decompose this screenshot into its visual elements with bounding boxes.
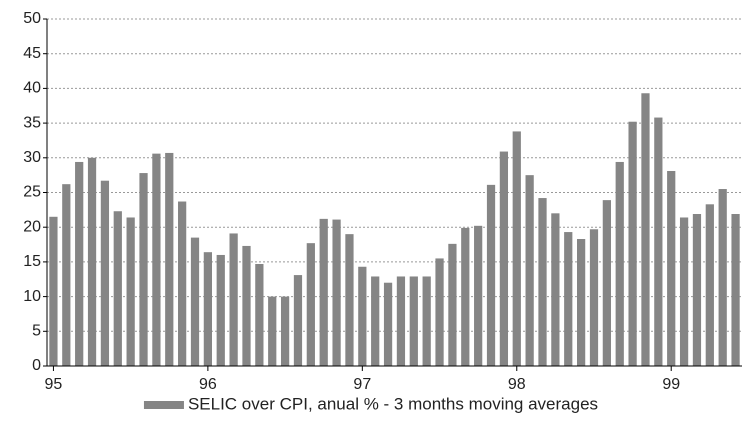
bar	[165, 152, 174, 366]
bar	[435, 258, 444, 366]
bar	[306, 243, 315, 366]
bar	[255, 263, 264, 366]
bar	[422, 276, 431, 366]
bar	[190, 237, 200, 366]
bar	[667, 170, 676, 366]
bar	[679, 217, 689, 366]
y-tick-label: 15	[23, 253, 41, 270]
bar	[409, 276, 418, 366]
bar	[705, 204, 714, 366]
bar	[383, 282, 393, 366]
bar	[499, 151, 509, 366]
bar	[371, 276, 380, 366]
bar	[216, 254, 225, 366]
bar	[615, 161, 624, 366]
y-tick-label: 25	[23, 184, 41, 201]
bar	[242, 245, 251, 366]
bar	[358, 266, 367, 366]
y-tick-label: 35	[23, 114, 41, 131]
legend-label: SELIC over CPI, anual % - 3 months movin…	[188, 394, 598, 413]
bar	[293, 275, 303, 366]
bar	[319, 218, 328, 366]
bar	[139, 173, 148, 366]
bar	[280, 296, 290, 366]
y-tick-label: 45	[23, 45, 41, 62]
bar	[525, 175, 534, 366]
bar	[628, 121, 637, 366]
y-tick-label: 40	[23, 80, 41, 97]
x-tick-label: 98	[508, 376, 526, 393]
bar	[654, 117, 663, 366]
bar	[731, 214, 740, 366]
bar	[396, 276, 406, 366]
bar	[49, 216, 58, 366]
y-tick-label: 30	[23, 149, 41, 166]
bar	[332, 219, 341, 366]
bar	[203, 252, 212, 366]
bar	[512, 131, 521, 366]
y-tick-label: 5	[32, 323, 41, 340]
bar	[474, 225, 483, 366]
x-tick-label: 97	[353, 376, 371, 393]
bar	[126, 217, 135, 366]
bar	[62, 184, 71, 366]
bar	[602, 200, 611, 366]
bar	[113, 211, 122, 366]
bar	[641, 93, 650, 367]
bar	[178, 201, 187, 366]
bar	[345, 234, 354, 366]
bar	[448, 243, 457, 366]
x-tick-label: 96	[199, 376, 217, 393]
y-tick-label: 0	[32, 357, 41, 374]
bar	[229, 233, 238, 366]
bar	[564, 232, 573, 366]
bar	[718, 189, 727, 366]
bar	[87, 157, 97, 366]
bar	[551, 213, 560, 366]
bar	[152, 153, 161, 366]
bar	[100, 180, 110, 366]
bar	[486, 184, 496, 366]
legend-swatch	[143, 401, 184, 409]
y-tick-label: 50	[23, 10, 41, 27]
x-tick-label: 95	[45, 376, 63, 393]
bar	[692, 214, 702, 366]
bar	[268, 296, 277, 366]
bar	[577, 238, 586, 366]
bar	[75, 161, 84, 366]
y-tick-label: 10	[23, 288, 41, 305]
bar	[461, 227, 470, 366]
y-tick-label: 20	[23, 218, 41, 235]
bar	[589, 229, 599, 366]
x-tick-label: 99	[662, 376, 680, 393]
bar	[538, 198, 547, 366]
